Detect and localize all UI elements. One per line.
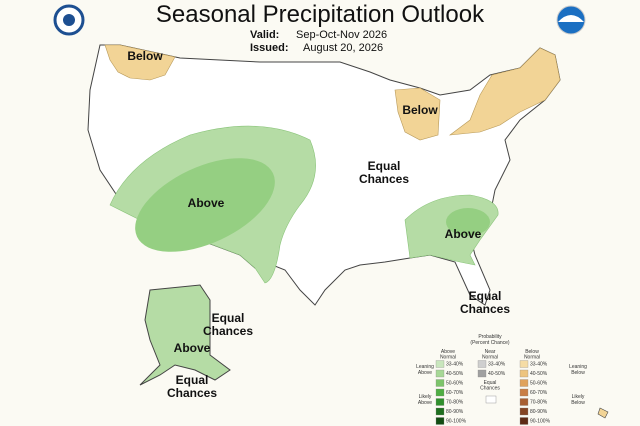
- legend-swatch: [519, 398, 529, 406]
- issued-date: August 20, 2026: [303, 42, 383, 54]
- map-label: Below: [402, 103, 438, 117]
- equal-chances-label: Equal: [484, 380, 497, 386]
- legend-swatch: [435, 388, 445, 397]
- legend-swatch: [435, 360, 445, 368]
- side-label: Below: [571, 370, 585, 376]
- legend-bin: 33-40%: [530, 362, 548, 368]
- below-area: [448, 47, 561, 136]
- legend-bin: 80-90%: [446, 409, 464, 415]
- legend-bin: 33-40%: [446, 362, 464, 368]
- equal-chances-label: Chances: [480, 386, 500, 392]
- legend-swatch: [435, 417, 445, 425]
- legend-bin: 60-70%: [446, 390, 464, 396]
- side-label: Above: [418, 400, 432, 406]
- column-heading: Normal: [482, 355, 498, 361]
- doc-logo-center: [63, 14, 75, 26]
- below-area: [394, 87, 441, 141]
- legend-bin: 40-50%: [530, 371, 548, 377]
- legend-swatch: [477, 369, 487, 378]
- legend-bin: 70-80%: [530, 400, 548, 406]
- legend-swatch: [435, 369, 445, 378]
- alaska: [139, 284, 231, 386]
- legend-swatch: [519, 417, 529, 425]
- legend-bin: 70-80%: [446, 400, 464, 406]
- legend-bin: 33-40%: [488, 362, 506, 368]
- column-heading: Normal: [524, 355, 540, 361]
- title: Seasonal Precipitation Outlook: [156, 1, 485, 28]
- legend-swatch: [519, 369, 529, 378]
- map-label: Equal: [469, 289, 502, 303]
- legend-swatch: [519, 407, 529, 416]
- legend: Probability(Percent Chance)AboveNormal33…: [416, 334, 587, 425]
- map-label: Equal: [368, 159, 401, 173]
- legend-swatch: [477, 360, 487, 368]
- legend-swatch: [519, 360, 529, 368]
- map-label: Chances: [460, 302, 510, 316]
- valid-period: Sep-Oct-Nov 2026: [296, 29, 387, 41]
- side-label: Likely: [419, 394, 432, 400]
- noaa-logo-bird: [558, 15, 584, 22]
- side-label: Above: [418, 370, 432, 376]
- legend-bin: 50-60%: [446, 381, 464, 387]
- column-heading: Below: [525, 349, 539, 355]
- above-area-40-50: [135, 158, 275, 252]
- side-label: Likely: [572, 394, 585, 400]
- legend-swatch: [435, 398, 445, 406]
- column-heading: Near: [485, 349, 496, 355]
- column-heading: Above: [441, 349, 455, 355]
- side-label: Leaning: [569, 364, 587, 370]
- legend-bin: 90-100%: [446, 419, 467, 425]
- legend-swatch: [435, 407, 445, 416]
- valid-label: Valid:: [250, 29, 279, 41]
- hawaii: [597, 407, 609, 419]
- legend-swatch: [519, 379, 529, 387]
- map-label: Below: [127, 49, 163, 63]
- map-labels: BelowBelowAboveEqualChancesAboveEqualCha…: [127, 49, 510, 400]
- legend-bin: 60-70%: [530, 390, 548, 396]
- map-label: Above: [174, 341, 211, 355]
- map-label: Equal: [212, 311, 245, 325]
- side-label: Below: [571, 400, 585, 406]
- map-label: Chances: [359, 172, 409, 186]
- legend-bin: 90-100%: [530, 419, 551, 425]
- legend-bin: 40-50%: [488, 371, 506, 377]
- column-heading: Normal: [440, 355, 456, 361]
- map-label: Equal: [176, 373, 209, 387]
- legend-bin: 80-90%: [530, 409, 548, 415]
- legend-swatch: [435, 379, 445, 387]
- side-label: Leaning: [416, 364, 434, 370]
- equal-chances-swatch: [485, 395, 497, 404]
- legend-title: (Percent Chance): [470, 340, 510, 346]
- legend-bin: 50-60%: [530, 381, 548, 387]
- below-area: [104, 44, 176, 81]
- map-label: Above: [445, 227, 482, 241]
- above-area-40-50: [446, 208, 490, 236]
- legend-bin: 40-50%: [446, 371, 464, 377]
- map-label: Chances: [167, 386, 217, 400]
- map-label: Above: [188, 196, 225, 210]
- legend-title: Probability: [478, 334, 502, 340]
- map-label: Chances: [203, 324, 253, 338]
- legend-swatch: [519, 388, 529, 397]
- issued-label: Issued:: [250, 42, 289, 54]
